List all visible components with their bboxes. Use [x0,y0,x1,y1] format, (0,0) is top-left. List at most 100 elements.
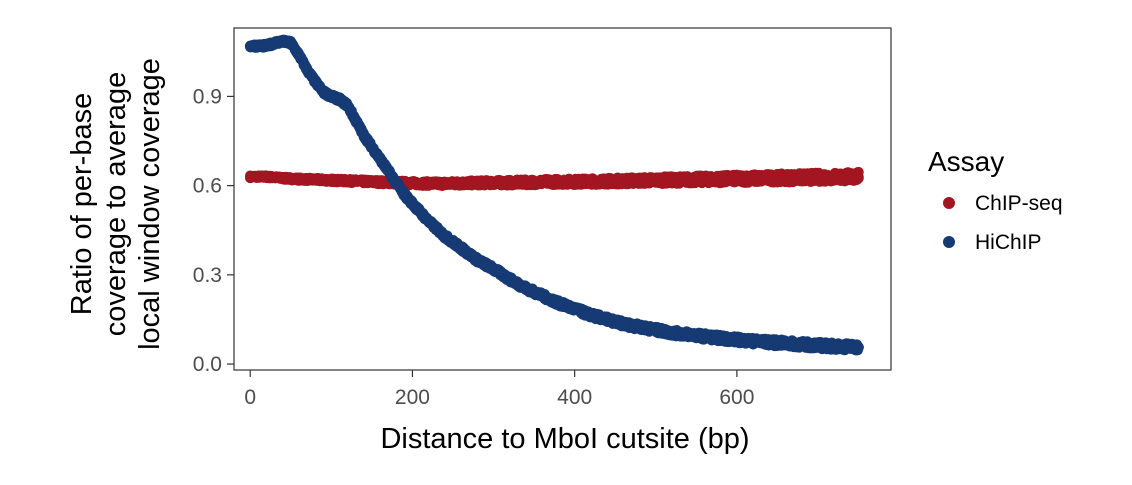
data-point [845,341,856,352]
data-point [618,175,629,187]
data-point [764,172,775,184]
data-point [715,332,726,344]
data-point [537,290,548,301]
data-point [569,303,580,315]
data-point [342,100,353,111]
legend-key-chip-seq [943,197,955,209]
data-point [439,178,451,189]
data-point [764,337,775,348]
data-point [423,178,434,189]
data-point [699,174,710,185]
data-point [350,114,361,126]
data-point [245,171,256,182]
data-point [374,153,386,165]
y-axis-title-line-1: Ratio of per-base [66,93,98,315]
data-point [585,309,597,321]
data-point [780,338,791,349]
data-point [650,175,661,186]
data-point [261,40,272,52]
data-point [715,173,726,185]
data-point [293,173,305,185]
data-point [293,49,305,60]
y-tick-label: 0.3 [193,264,222,287]
data-point [285,37,296,49]
data-point [382,165,394,176]
data-point [391,177,402,188]
data-point [845,171,856,182]
data-point [683,329,694,340]
data-point [334,94,345,105]
x-tick-label: 600 [719,386,754,409]
data-point [553,297,564,309]
x-tick-label: 200 [395,386,430,409]
data-point [812,172,824,183]
data-point [245,40,256,52]
series-layer [245,34,864,356]
data-point [731,334,743,345]
x-tick-label: 400 [557,386,592,409]
x-axis: 0 200 400 600 [244,370,754,409]
data-point [853,171,864,182]
data-point [537,176,548,188]
data-point [488,263,499,275]
data-point [358,129,369,141]
data-point [423,216,434,227]
y-axis: 0.0 0.3 0.6 0.9 [193,85,234,376]
data-point [504,177,515,188]
legend-label-hichip: HiChIP [975,231,1042,254]
data-point [569,176,580,187]
y-axis-title-line-3: local window coverage [134,58,166,350]
data-point [666,327,678,339]
x-tick-label: 0 [244,386,256,409]
data-point [399,189,410,200]
data-point [326,91,337,102]
data-point [601,314,613,325]
data-point [650,324,661,336]
data-point [504,274,515,285]
y-tick-label: 0.0 [193,353,222,376]
data-point [829,171,840,183]
data-point [812,340,824,351]
data-point [277,172,288,184]
legend-title: Assay [928,146,1004,177]
data-point [488,177,499,188]
series-0 [245,166,864,191]
data-point [309,76,321,87]
data-point [301,64,313,75]
data-point [269,37,280,49]
legend-label-chip-seq: ChIP-seq [975,192,1063,215]
data-point [666,174,678,186]
legend-key-hichip [943,236,955,248]
data-point [455,242,467,254]
data-point [366,141,378,153]
data-point [520,177,532,188]
data-point [407,198,418,209]
data-point [796,172,807,183]
data-point [439,230,451,242]
data-point [634,175,645,186]
data-point [796,339,807,350]
data-point [853,341,864,353]
data-point [780,172,791,184]
data-point [553,176,564,187]
y-tick-label: 0.6 [193,175,222,198]
data-point [618,318,629,330]
data-point [358,176,369,187]
data-point [374,176,386,188]
data-point [520,283,532,294]
data-point [601,175,613,187]
data-point [634,321,645,333]
data-point [699,331,710,342]
plot-panel [233,27,892,371]
y-tick-label: 0.9 [193,85,222,108]
data-point [472,254,483,266]
legend: Assay ChIP-seq HiChIP [928,146,1063,254]
data-point [342,175,353,187]
data-point [829,341,840,352]
data-point [261,171,272,182]
data-point [309,174,321,185]
data-point [253,40,264,52]
series-1 [245,34,864,356]
x-axis-title: Distance to MboI cutsite (bp) [380,423,749,455]
